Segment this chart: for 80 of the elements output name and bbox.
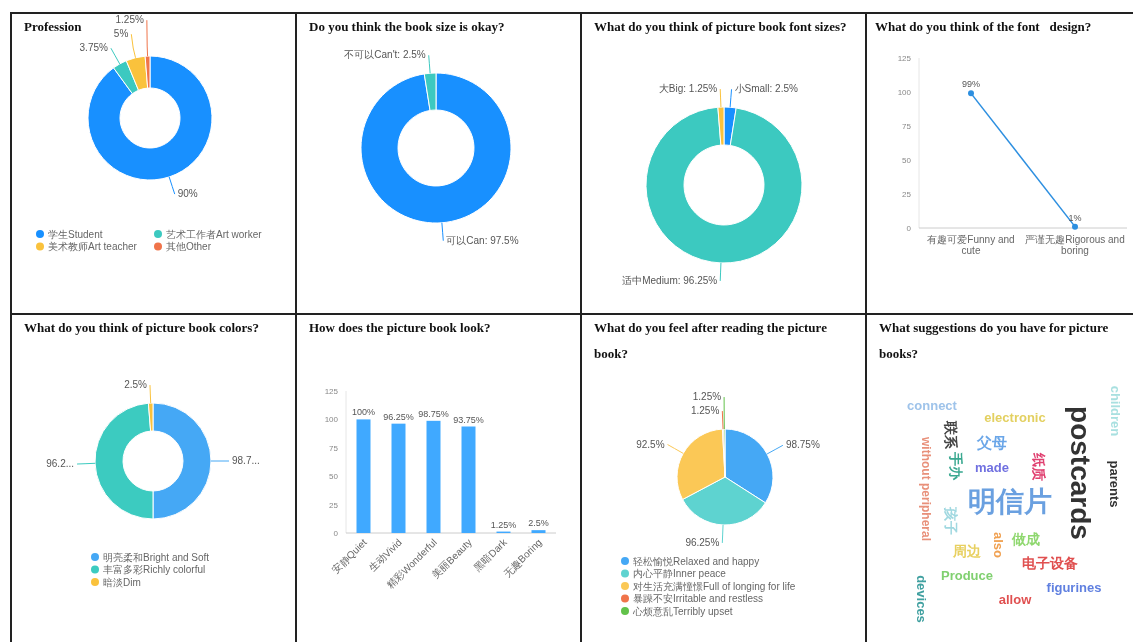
y-tick-label: 100: [897, 88, 912, 97]
data-label: 98.75%: [785, 439, 820, 451]
y-tick-label: 50: [902, 156, 912, 165]
chart-title: What do you think of the font design?: [875, 18, 1093, 36]
data-label: 1%: [1068, 212, 1082, 223]
legend-label: 丰富多彩Richly colorful: [103, 564, 206, 575]
data-label: 90%: [177, 188, 198, 200]
legend-label: 学生Student: [48, 228, 103, 240]
text: Produce: [940, 567, 994, 583]
legend-label: 心烦意乱Terribly upset: [632, 605, 733, 617]
y-tick-label: 75: [902, 122, 912, 131]
text: parents: [1106, 460, 1122, 508]
data-label: 2.5%: [528, 518, 549, 529]
y-tick-label: 25: [902, 190, 912, 199]
chart-title: What do you think of picture book colors?: [24, 319, 260, 337]
data-label: 适中Medium: 96.25%: [622, 274, 718, 286]
data-label: 可以Can: 97.5%: [446, 234, 519, 246]
y-tick-label: 75: [329, 443, 339, 453]
y-tick-label: 0: [333, 529, 339, 538]
text: electronic: [984, 409, 1046, 425]
legend-label: 美术教师Art teacher: [48, 241, 138, 252]
text: figurines: [1046, 579, 1102, 595]
legend-label: 轻松愉悦Relaxed and happy: [633, 555, 760, 567]
text: 纸质: [1031, 452, 1047, 481]
x-tick-label: 严谨无趣Rigorous and boring: [1025, 234, 1125, 256]
data-label: 小Small: 2.5%: [734, 83, 798, 95]
text: 周边: [952, 543, 982, 559]
legend-label: 其他Other: [166, 241, 212, 252]
y-tick-label: 50: [329, 472, 339, 482]
chart-title: What do you think of picture book font sizes?: [594, 18, 848, 36]
x-tick-label: 有趣可爱Funny and cute: [927, 234, 1015, 256]
y-tick-label: 0: [906, 224, 912, 233]
text: 孩子: [943, 506, 959, 535]
text: 联系: [943, 420, 959, 450]
text: 父母: [976, 433, 1007, 451]
data-label: 92.5%: [636, 438, 665, 450]
data-label: 5%: [113, 28, 129, 40]
y-tick-label: 125: [324, 387, 339, 396]
data-label: 99%: [961, 79, 981, 90]
data-label: 96.25%: [383, 411, 414, 422]
data-label: 1.25%: [115, 14, 144, 26]
text: allow: [998, 591, 1033, 607]
data-label: 98.75%: [418, 408, 449, 419]
text: 做成: [1011, 531, 1040, 547]
data-label: 3.75%: [79, 42, 109, 54]
text: connect: [907, 397, 958, 413]
text: 明信片: [968, 485, 1052, 517]
text: postcards: [1064, 406, 1096, 540]
data-label: 2.5%: [124, 379, 148, 391]
y-tick-label: 125: [897, 54, 912, 63]
legend-label: 艺术工作者Art worker: [166, 228, 263, 240]
text: 手办: [948, 451, 964, 481]
chart-title: What do you feel after reading the picture book?: [594, 319, 828, 363]
legend-label: 暗淡Dim: [103, 576, 141, 588]
data-label: 96.25%: [685, 536, 720, 548]
data-label: 1.25%: [490, 519, 517, 530]
chart-title: How does the picture book look?: [309, 319, 492, 337]
legend-label: 明亮柔和Bright and Soft: [103, 551, 210, 563]
text: devices: [913, 575, 929, 623]
chart-title: Profession: [24, 19, 82, 34]
y-tick-label: 100: [324, 415, 339, 425]
data-label: 大Big: 1.25%: [658, 83, 718, 95]
legend-label: 内心平静Inner peace: [633, 568, 727, 579]
data-label: 1.25%: [690, 405, 720, 417]
text: also: [990, 531, 1006, 559]
legend-label: 对生活充满憧憬Full of longing for life: [633, 580, 796, 592]
data-label: 96.2...: [46, 458, 75, 470]
y-tick-label: 25: [329, 500, 339, 510]
chart-title: Do you think the book size is okay?: [309, 18, 506, 36]
legend-label: 暴躁不安Irritable and restless: [633, 593, 764, 604]
text: children: [1107, 385, 1123, 437]
text: made: [975, 459, 1009, 475]
data-label: 98.7...: [232, 455, 260, 466]
data-label: 不可以Can't: 2.5%: [344, 49, 426, 61]
data-label: 1.25%: [692, 391, 722, 403]
data-label: 100%: [351, 407, 376, 418]
text: without peripheral: [919, 435, 933, 542]
text: What suggestions do you have for picture books?: [879, 319, 1109, 363]
text: 电子设备: [1022, 555, 1078, 571]
data-label: 93.75%: [453, 414, 484, 425]
